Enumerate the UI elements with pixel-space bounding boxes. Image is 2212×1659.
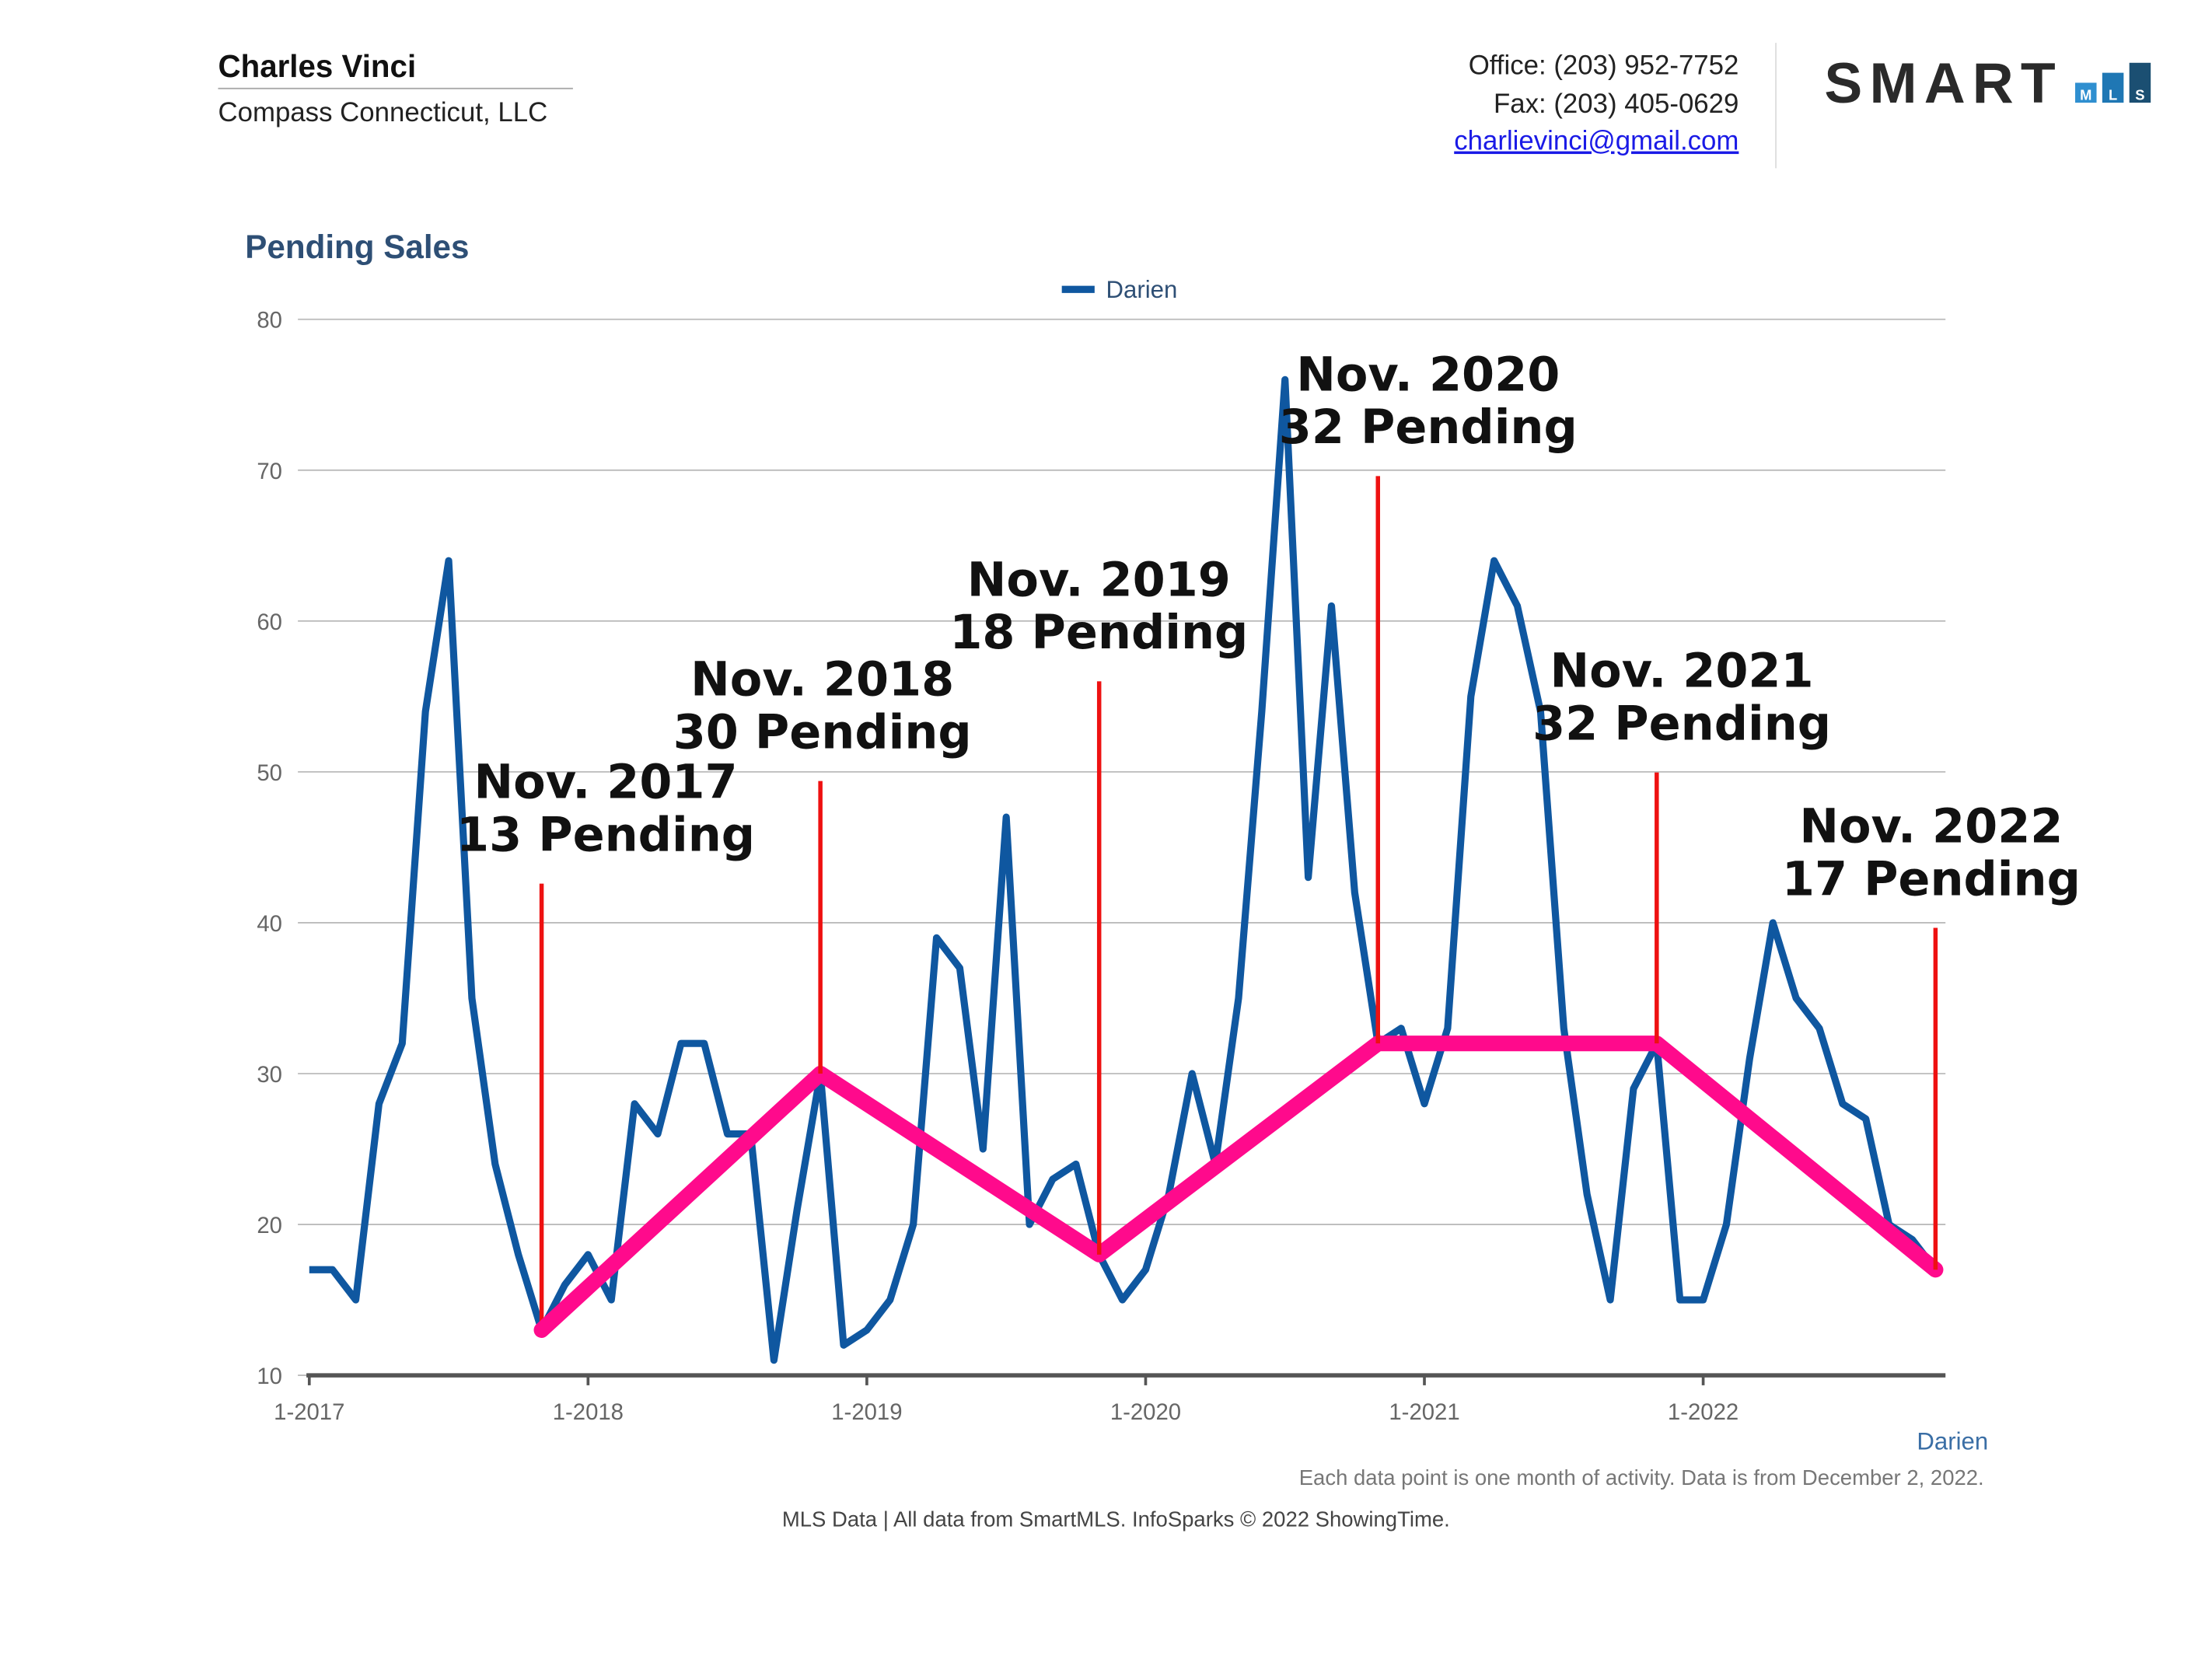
annotation-title: Nov. 2021: [1550, 644, 1814, 699]
x-tick-label: 1-2017: [274, 1399, 344, 1425]
footer: MLS Data | All data from SmartMLS. InfoS…: [782, 1507, 1450, 1531]
x-tick-label: 1-2021: [1389, 1399, 1459, 1425]
annotation-text: 13 Pending: [456, 808, 755, 862]
logo-box: [2075, 82, 2097, 103]
annotation-title: Nov. 2019: [967, 553, 1231, 607]
trend-line: [533, 1036, 1944, 1338]
x-tick-label: 1-2022: [1668, 1399, 1738, 1425]
annotation-title: Nov. 2018: [690, 653, 954, 707]
data-line: [309, 375, 1939, 1364]
logo-box-letter: L: [2109, 86, 2117, 103]
company: Compass Connecticut, LLC: [218, 97, 547, 127]
logo-box-letter: M: [2080, 86, 2091, 103]
annotation-title: Nov. 2022: [1799, 799, 2063, 854]
y-tick-label: 80: [257, 308, 282, 334]
annotation-text: 18 Pending: [949, 606, 1248, 660]
y-tick-label: 60: [257, 609, 282, 635]
x-tick-label: 1-2019: [831, 1399, 902, 1425]
x-tick-label: 1-2018: [553, 1399, 624, 1425]
logo-box: [2102, 72, 2124, 103]
y-tick-label: 30: [257, 1062, 282, 1088]
y-tick-label: 10: [257, 1364, 282, 1389]
agent-name: Charles Vinci: [218, 48, 416, 84]
chart-title: Pending Sales: [245, 229, 469, 265]
y-tick-label: 70: [257, 459, 282, 484]
y-tick-label: 20: [257, 1213, 282, 1238]
y-tick-label: 40: [257, 911, 282, 937]
annotation-text: 32 Pending: [1279, 400, 1578, 455]
x-tick-label: 1-2020: [1110, 1399, 1181, 1425]
annotation-text: 17 Pending: [1782, 852, 2081, 906]
annotation-text: 32 Pending: [1532, 697, 1831, 752]
fax: Fax: (203) 405-0629: [1494, 89, 1738, 119]
annotation-title: Nov. 2020: [1296, 348, 1560, 402]
office-phone: Office: (203) 952-7752: [1469, 50, 1739, 80]
email-link[interactable]: charlievinci@gmail.com: [1454, 126, 1738, 156]
annotation-text: 30 Pending: [673, 706, 972, 760]
legend-label[interactable]: Darien: [1106, 276, 1178, 303]
annotation-title: Nov. 2017: [474, 756, 738, 810]
y-tick-label: 50: [257, 760, 282, 786]
plot: 10 20 30 40 50 60 70 80 1-2017 1-2018 1-2019 1-2020…: [257, 308, 2081, 1425]
logo-text: SMART: [1824, 51, 2062, 115]
logo-box: [2129, 62, 2151, 103]
x-axis-label: Darien: [1917, 1427, 1988, 1455]
chart-note: Each data point is one month of activity…: [1299, 1465, 1984, 1490]
logo-box-letter: S: [2135, 86, 2144, 103]
